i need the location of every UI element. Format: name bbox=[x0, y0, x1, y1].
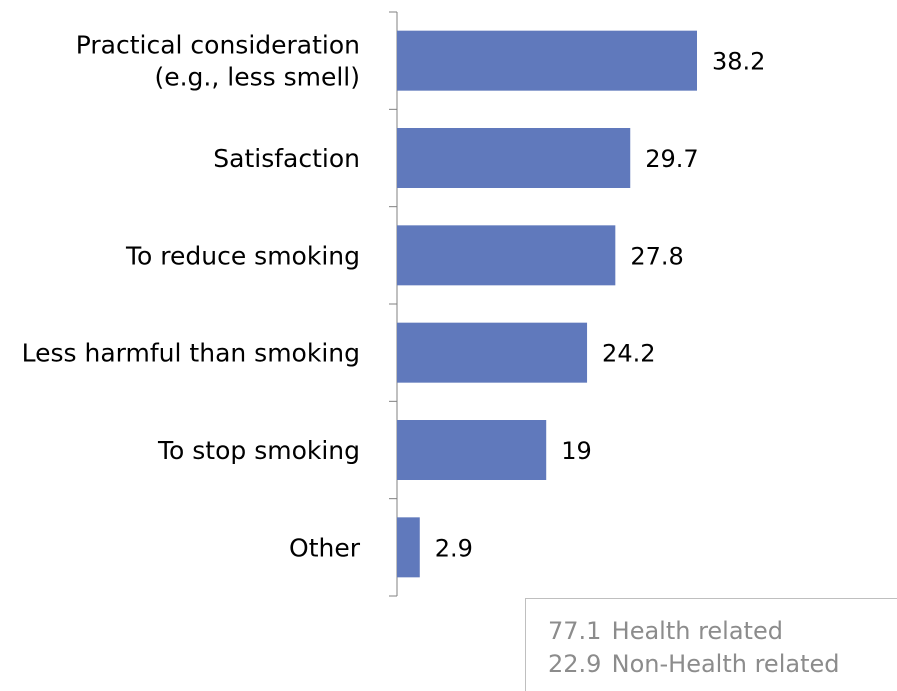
bar bbox=[397, 420, 547, 480]
data-label: 2.9 bbox=[435, 534, 473, 562]
bar bbox=[397, 322, 588, 383]
summary-row-health: 77.1 Health related bbox=[548, 615, 897, 648]
summary-row-non-health: 22.9 Non-Health related bbox=[548, 648, 897, 681]
labels-layer: 38.2 Practical consideration (e.g., less s… bbox=[22, 31, 766, 563]
category-label: (e.g., less smell) bbox=[154, 63, 360, 92]
bar bbox=[397, 517, 420, 578]
summary-label: Health related bbox=[611, 617, 783, 645]
axis-layer bbox=[389, 11, 398, 597]
category-label: Other bbox=[289, 533, 361, 562]
category-label: Satisfaction bbox=[213, 144, 360, 173]
bar bbox=[397, 225, 616, 286]
data-label: 29.7 bbox=[645, 145, 698, 173]
summary-box: 77.1 Health related 22.9 Non-Health rela… bbox=[525, 598, 897, 691]
data-label: 38.2 bbox=[712, 48, 765, 76]
summary-label: Non-Health related bbox=[611, 650, 840, 678]
bar bbox=[397, 30, 697, 91]
category-label: Practical consideration bbox=[76, 31, 360, 60]
category-label: To stop smoking bbox=[157, 436, 360, 465]
category-label: To reduce smoking bbox=[125, 241, 360, 270]
bars-layer bbox=[397, 30, 697, 578]
data-label: 24.2 bbox=[602, 340, 655, 368]
bar bbox=[397, 128, 631, 188]
summary-value: 77.1 bbox=[548, 617, 602, 645]
summary-value: 22.9 bbox=[548, 650, 602, 678]
category-label: Less harmful than smoking bbox=[22, 339, 360, 368]
data-label: 27.8 bbox=[630, 242, 683, 270]
data-label: 19 bbox=[561, 437, 592, 465]
